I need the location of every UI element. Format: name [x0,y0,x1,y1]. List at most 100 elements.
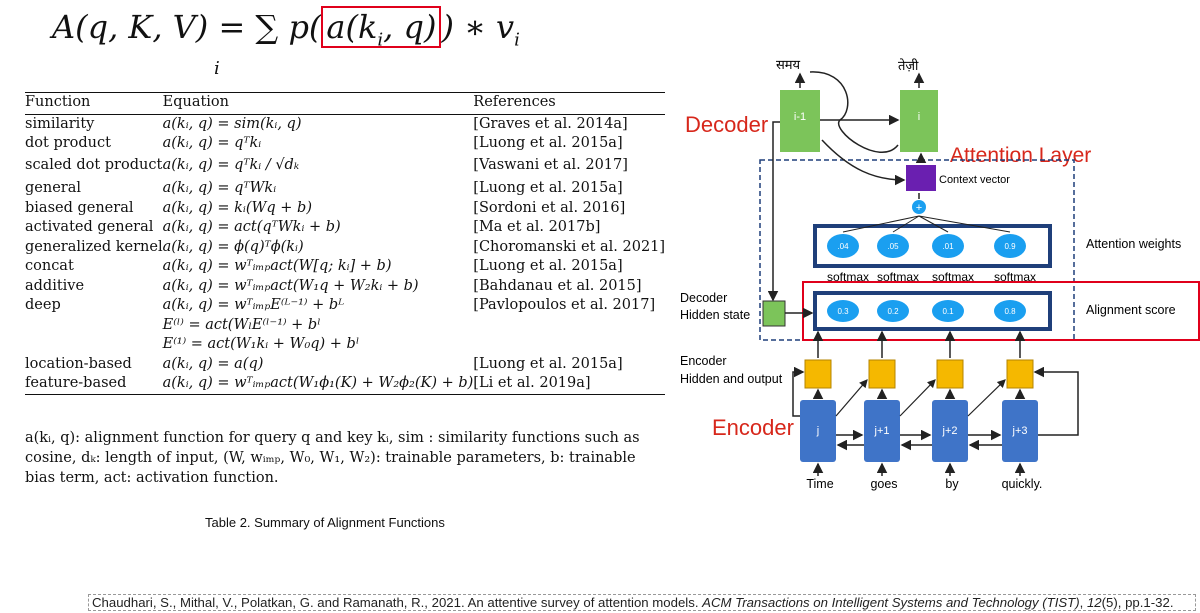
alignment-score-value: 0.3 [837,307,849,316]
table-cell-reference: [Li et al. 2019a] [473,375,591,391]
alignment-score-node [827,300,859,322]
sum-index: i [214,58,220,79]
citation-authors: Chaudhari, S., Mithal, V., Polatkan, G. … [92,595,703,610]
table-row: scaled dot product a(kᵢ, q) = qᵀkᵢ / √dₖ [… [25,154,665,180]
table-row: concat a(kᵢ, q) = wᵀᵢₘₚact(W[q; kᵢ] + b) [… [25,257,665,277]
table-cell-reference: [Luong et al. 2015a] [473,135,623,151]
attention-weight-node [877,234,909,258]
encoder-cell [932,400,968,462]
table-cell-equation: a(kᵢ, q) = kᵢ(Wq + b) [162,199,312,216]
table-cell-equation: a(kᵢ, q) = wᵀᵢₘₚE⁽ᴸ⁻¹⁾ + bᴸ [162,297,345,313]
sum-node [912,200,926,214]
input-word: goes [870,477,897,491]
table-cell-reference: [Luong et al. 2015a] [473,355,623,372]
attention-weight-node [932,234,964,258]
citation: Chaudhari, S., Mithal, V., Polatkan, G. … [88,594,1196,611]
formula-boxed-sub: i [377,29,384,51]
table-cell-equation: E⁽ˡ⁾ = act(WₗE⁽ˡ⁻¹⁾ + bˡ [162,316,321,333]
column-header: Function [25,94,91,110]
table-cell-function: generalized kernel [25,238,163,255]
attention-layer-title: Attention Layer [950,144,1091,167]
table-cell-reference: [Ma et al. 2017b] [473,219,601,235]
formula-rhs-sub: i [514,29,520,51]
table-cell-reference: [Sordoni et al. 2016] [473,199,626,216]
attention-diagram: Decoder Encoder Attention Layer समय तेज़… [680,57,1200,491]
table-cell-equation: a(kᵢ, q) = wᵀᵢₘₚact(W₁ϕ₁(K) + W₂ϕ₂(K) + … [162,375,474,391]
output-word: समय [776,57,801,72]
encoder-cell [1002,400,1038,462]
table-cell-reference [473,335,665,355]
attention-formula: A(q, K, V) = ∑ p(a(ki, q)) ∗ vi [52,6,520,51]
decoder-cell-label: i-1 [794,111,806,123]
table-cell-reference: [Bahdanau et al. 2015] [473,277,642,294]
encoder-title: Encoder [712,415,794,440]
encoder-cell-label: j+2 [942,425,958,437]
table-row: feature-based a(kᵢ, q) = wᵀᵢₘₚact(W₁ϕ₁(K)… [25,374,666,394]
table-row: E⁽ˡ⁾ = act(WₗE⁽ˡ⁻¹⁾ + bˡ [25,316,665,336]
encoder-cell-label: j+1 [874,425,890,437]
table-row: E⁽¹⁾ = act(W₁kᵢ + W₀q) + bˡ [25,335,665,355]
alignment-score-value: 0.1 [942,307,954,316]
alignment-function-highlight: a(ki, q) [321,6,442,51]
alignment-score-node [932,300,964,322]
alignment-functions-table: Function Equation References similarity a… [25,92,666,395]
table-cell-reference: [Vaswani et al. 2017] [473,156,628,173]
encoder-hidden-label: Encoder [680,354,727,368]
table-cell-function: deep [25,297,61,313]
formula-lhs: A(q, K, V) = ∑ [52,8,279,46]
decoder-cell-current [900,90,938,152]
table-cell-function: activated general [25,219,154,235]
encoder-cell-label: j [816,425,819,437]
table-cell-reference: [Choromanski et al. 2021] [473,238,666,255]
attention-weight-node [827,234,859,258]
encoder-cell [800,400,836,462]
attention-weights-label: Attention weights [1086,237,1181,251]
encoder-output-node [804,359,832,389]
alignment-score-node [877,300,909,322]
encoder-output-node [1006,359,1034,389]
encoder-output-node [868,359,896,389]
table-footnote: a(kᵢ, q): alignment function for query q… [25,430,640,486]
decoder-hidden-state [762,300,786,327]
table-row: general a(kᵢ, q) = qᵀWkᵢ [Luong et al. 201… [25,179,665,199]
formula-mid: p( [288,8,322,46]
table-cell-function: additive [25,277,85,294]
table-cell-function [25,335,163,355]
formula-boxed-tail: , q) [383,8,437,46]
table-cell-function: dot product [25,135,111,151]
table-cell-reference: [Graves et al. 2014a] [473,115,628,132]
table-row: dot product a(kᵢ, q) = qᵀkᵢ [Luong et al. … [25,134,665,154]
column-header: Equation [162,94,229,110]
table-cell-equation: a(kᵢ, q) = wᵀᵢₘₚact(W₁q + W₂kᵢ + b) [162,277,419,294]
softmax-label: softmax [877,270,919,284]
column-header: References [473,94,556,110]
table-cell-equation: a(kᵢ, q) = qᵀWkᵢ [162,180,277,196]
decoder-cell-prev [780,90,820,152]
context-vector-box [906,165,936,191]
decoder-hidden-label: Hidden state [680,308,750,322]
encoder-hidden-label: Hidden and output [680,372,783,386]
table-row: activated general a(kᵢ, q) = act(qᵀWkᵢ + … [25,218,665,238]
alignment-score-label: Alignment score [1086,303,1176,317]
encoder-output-node [936,359,964,389]
encoder-cell [864,400,900,462]
alignment-score-value: 0.8 [1004,307,1016,316]
table-header-row: Function Equation References [25,92,666,114]
softmax-label: softmax [932,270,974,284]
encoder-cell-label: j+3 [1012,425,1028,437]
alignment-score-band [813,291,1052,331]
attention-weight-value: .04 [837,242,849,251]
table-cell-equation: a(kᵢ, q) = qᵀkᵢ / √dₖ [162,156,300,173]
attention-weight-value: 0.9 [1004,242,1016,251]
table-cell-equation: a(kᵢ, q) = a(q) [162,355,264,372]
table-row: similarity a(kᵢ, q) = sim(kᵢ, q) [Graves e… [25,114,665,134]
table-row: additive a(kᵢ, q) = wᵀᵢₘₚact(W₁q + W₂kᵢ +… [25,277,665,297]
table-cell-equation: E⁽¹⁾ = act(W₁kᵢ + W₀q) + bˡ [162,336,360,352]
decoder-cell-label: i [918,111,920,123]
table-cell-equation: a(kᵢ, q) = act(qᵀWkᵢ + b) [162,219,341,235]
sum-node-symbol: + [916,202,922,214]
decoder-title: Decoder [685,112,768,137]
attention-weight-value: .01 [942,242,954,251]
softmax-label: softmax [994,270,1036,284]
table-row: biased general a(kᵢ, q) = kᵢ(Wq + b) [Sord… [25,199,665,219]
